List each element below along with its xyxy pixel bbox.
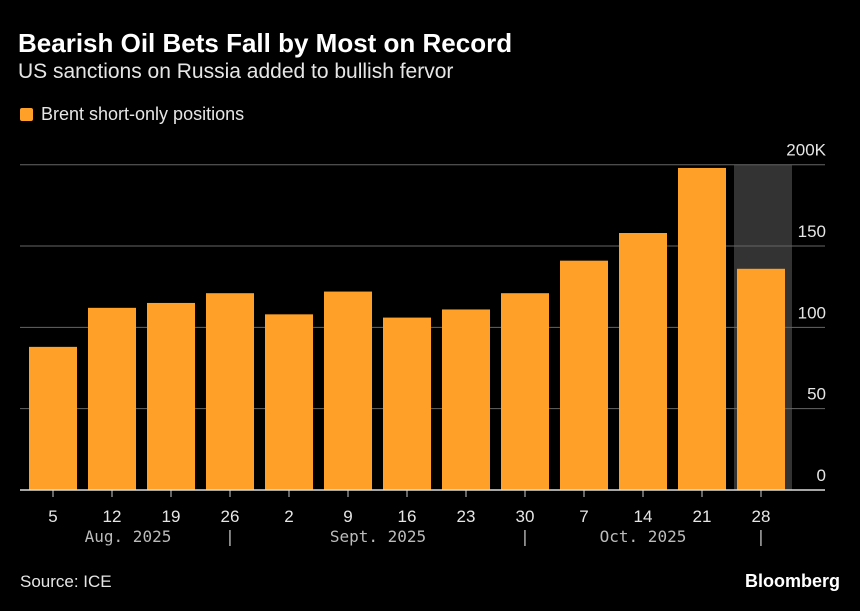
month-separator: | [756, 527, 766, 546]
bar [737, 268, 785, 490]
x-tick-label: 26 [221, 507, 240, 526]
x-tick-label: 12 [103, 507, 122, 526]
bar [88, 307, 136, 490]
month-separator: | [225, 527, 235, 546]
chart-subtitle: US sanctions on Russia added to bullish … [18, 60, 454, 83]
month-separator: | [520, 527, 530, 546]
bar [29, 346, 77, 490]
y-tick-label: 0 [817, 466, 826, 485]
x-tick-label: 2 [284, 507, 293, 526]
x-tick-label: 19 [162, 507, 181, 526]
y-tick-label: 200K [786, 141, 826, 160]
x-tick-label: 9 [343, 507, 352, 526]
legend: Brent short-only positions [20, 104, 244, 125]
bar [324, 291, 372, 490]
month-label: Aug. 2025 [85, 527, 172, 546]
bloomberg-logo: Bloomberg [744, 571, 840, 591]
x-tick-label: 23 [457, 507, 476, 526]
source-note: Source: ICE [20, 572, 112, 591]
bar [383, 317, 431, 490]
x-tick-label: 21 [693, 507, 712, 526]
x-tick-label: 5 [48, 507, 57, 526]
bar [147, 302, 195, 490]
legend-label: Brent short-only positions [41, 104, 245, 124]
legend-swatch [20, 108, 33, 121]
bar [619, 233, 667, 490]
bar [501, 293, 549, 490]
x-tick-label: 7 [579, 507, 588, 526]
bar [678, 167, 726, 490]
bar [560, 260, 608, 490]
x-tick-label: 16 [398, 507, 417, 526]
x-tick-label: 14 [634, 507, 653, 526]
month-label: Sept. 2025 [330, 527, 426, 546]
bar [442, 309, 490, 490]
y-tick-label: 100 [798, 303, 826, 322]
chart-title: Bearish Oil Bets Fall by Most on Record [18, 28, 513, 58]
x-tick-label: 28 [752, 507, 771, 526]
month-label: Oct. 2025 [600, 527, 687, 546]
y-tick-label: 50 [807, 385, 826, 404]
y-tick-label: 150 [798, 222, 826, 241]
x-tick-label: 30 [516, 507, 535, 526]
bar [265, 314, 313, 490]
bar [206, 293, 254, 490]
